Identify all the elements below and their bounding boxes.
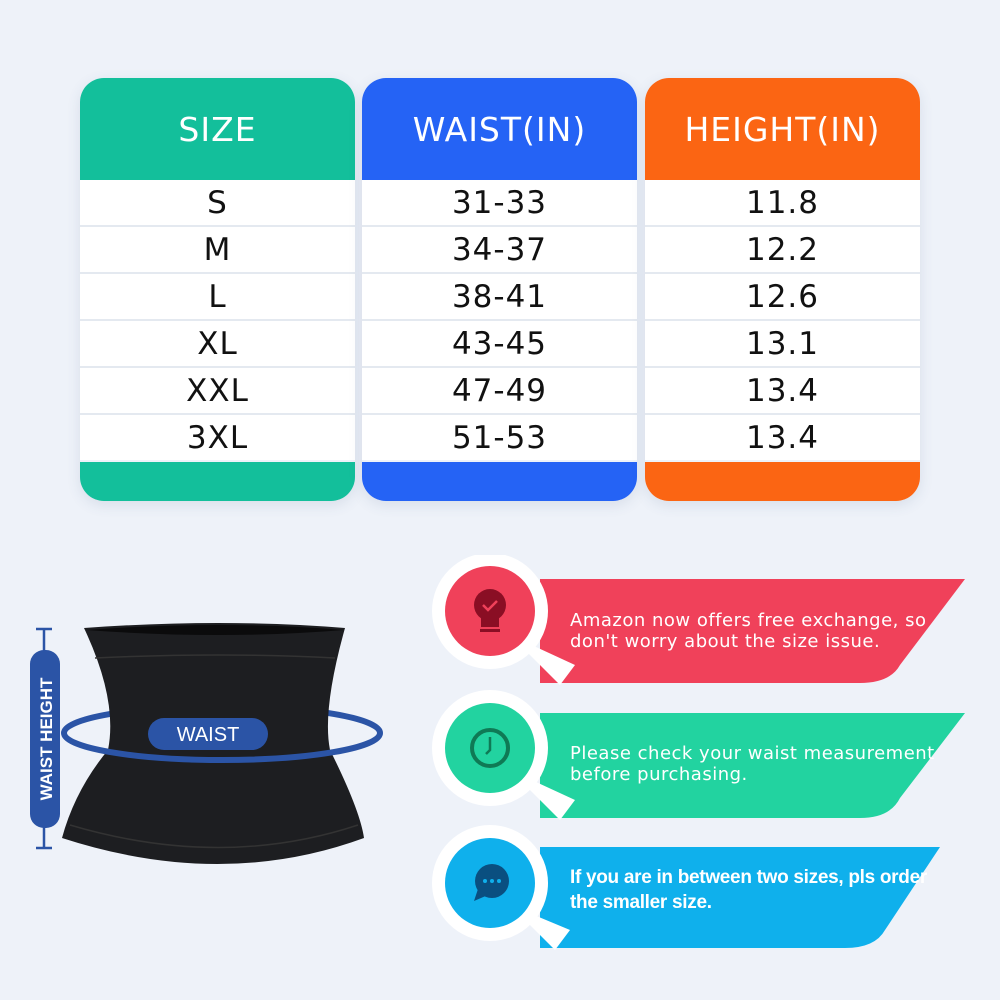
height-cell: 13.4 [645, 368, 920, 413]
size-footer [80, 462, 355, 501]
lightbulb-check-icon [474, 589, 506, 632]
waist-cell: 47-49 [362, 368, 637, 413]
waist-height-label: WAIST HEIGHT [37, 677, 56, 800]
height-cell: 12.6 [645, 274, 920, 319]
waist-height-pill [30, 650, 60, 828]
tip-text-line1: Please check your waist measurement [570, 743, 935, 764]
waist-label: WAIST [177, 724, 240, 746]
height-column: HEIGHT(IN) 11.8 12.2 12.6 13.1 13.4 13.4 [645, 78, 920, 501]
waist-trainer-diagram: WAIST HEIGHT WAIST [30, 623, 383, 864]
chat-bubble-icon [474, 864, 509, 901]
waist-cell: 34-37 [362, 227, 637, 272]
tip-text-line1: If you are in between two sizes, pls ord… [570, 867, 927, 888]
size-cell: XXL [80, 368, 355, 413]
size-header: SIZE [80, 78, 355, 180]
height-footer [645, 462, 920, 501]
size-cell: 3XL [80, 415, 355, 460]
size-cell: M [80, 227, 355, 272]
waist-footer [362, 462, 637, 501]
size-cell: L [80, 274, 355, 319]
height-header: HEIGHT(IN) [645, 78, 920, 180]
waist-cell: 43-45 [362, 321, 637, 366]
waist-header: WAIST(IN) [362, 78, 637, 180]
tip-text-line2: don't worry about the size issue. [570, 631, 881, 652]
ellipse-front [61, 732, 383, 763]
tip-between-sizes: If you are in between two sizes, pls ord… [0, 825, 1000, 955]
height-cell: 13.4 [645, 415, 920, 460]
waist-cell: 38-41 [362, 274, 637, 319]
tip-text-line2: the smaller size. [570, 892, 712, 913]
tip-text-line2: before purchasing. [570, 764, 748, 785]
size-cell: S [80, 180, 355, 225]
waist-column: WAIST(IN) 31-33 34-37 38-41 43-45 47-49 … [362, 78, 637, 501]
waist-cell: 51-53 [362, 415, 637, 460]
waist-cell: 31-33 [362, 180, 637, 225]
size-column: SIZE S M L XL XXL 3XL [80, 78, 355, 501]
tip-measure: Please check your waist measurement befor… [0, 690, 1000, 820]
height-cell: 13.1 [645, 321, 920, 366]
height-cell: 12.2 [645, 227, 920, 272]
height-cell: 11.8 [645, 180, 920, 225]
tip-text-line1: Amazon now offers free exchange, so [570, 610, 927, 631]
size-cell: XL [80, 321, 355, 366]
waist-pill [148, 718, 268, 750]
clock-icon [470, 728, 510, 768]
tip-exchange: Amazon now offers free exchange, so don't… [0, 555, 1000, 685]
